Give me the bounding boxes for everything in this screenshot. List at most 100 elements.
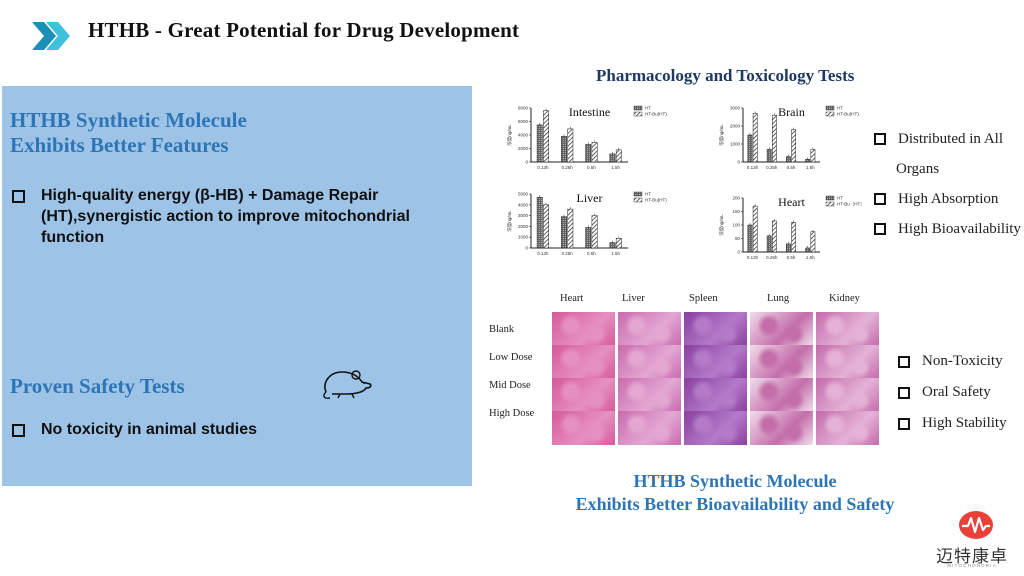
- chart-title: Liver: [577, 191, 603, 205]
- double-chevron-icon: [32, 22, 70, 50]
- energy-repair-bullet: High-quality energy (β-HB) + Damage Repa…: [12, 185, 467, 248]
- y-tick-label: 4000: [518, 202, 529, 207]
- y-tick-label: 100: [732, 223, 740, 228]
- bar-ht-bu: [810, 149, 816, 163]
- bar-ht: [786, 156, 791, 163]
- x-tick-label: 0.13h: [537, 251, 549, 256]
- y-tick-label: 50: [735, 236, 741, 241]
- bar-ht: [536, 124, 543, 163]
- tox-bullet-text: High Stability: [922, 415, 1007, 431]
- col-label-liver: Liver: [622, 293, 645, 304]
- bottom-title-line2: Exhibits Better Bioavailability and Safe…: [575, 494, 895, 514]
- y-tick-label: 2000: [518, 146, 529, 151]
- x-tick-label: 1.5h: [806, 165, 815, 170]
- tox-bullet-text: Non-Toxicity: [922, 353, 1003, 369]
- x-tick-label: 0.25h: [766, 165, 778, 170]
- liver-chart: 浓度ng/mL 0 1000 2000 3000 4000 5000 0.13h 0.25h 0.…: [506, 191, 667, 256]
- pk-bullet-text: High Absorption: [898, 190, 999, 207]
- chart-title: Intestine: [569, 105, 610, 119]
- bar-ht: [585, 144, 592, 163]
- bar-ht-bu: [810, 231, 816, 253]
- legend-label-ht: HT: [645, 192, 651, 197]
- heart-chart: 浓度ng/mL 0 50 100 150 200 0.13h 0.25h 0.5h 1.5h Hea…: [718, 195, 865, 260]
- x-tick-label: 0.25h: [766, 255, 778, 260]
- no-toxicity-text: No toxicity in animal studies: [41, 421, 258, 438]
- y-tick-label: 2000: [730, 124, 741, 129]
- x-tick-label: 1.5h: [806, 255, 815, 260]
- histology-image: [684, 345, 747, 379]
- x-tick-label: 0.25h: [562, 165, 574, 170]
- bar-ht-bu: [791, 129, 797, 163]
- checkbox-icon: [874, 193, 886, 205]
- checkbox-icon: [874, 223, 886, 235]
- bar-ht-bu: [543, 204, 549, 249]
- x-tick-label: 0.13h: [747, 255, 759, 260]
- logo-mark-icon: [959, 511, 993, 539]
- legend-label-ht: HT: [645, 106, 651, 111]
- bar-ht: [536, 196, 543, 249]
- chart-title: Heart: [778, 195, 805, 209]
- bar-ht: [766, 235, 772, 253]
- legend-label-ht-bu: HT-Bu(HT): [645, 112, 667, 117]
- legend-swatch-ht: [825, 105, 835, 111]
- bar-ht: [561, 216, 567, 249]
- histology-image: [816, 378, 879, 412]
- bar-ht-bu: [752, 113, 758, 163]
- company-logo: 迈特康卓 MITOCHONDRIA: [934, 510, 1010, 572]
- x-tick-label: 0.5h: [587, 251, 596, 256]
- y-tick-label: 0: [525, 160, 528, 165]
- bar-ht: [747, 134, 753, 163]
- legend-label-ht-bu: HT-Bu（HT）: [837, 202, 865, 207]
- y-tick-label: 150: [732, 209, 740, 214]
- tox-bullets: Non-Toxicity Oral Safety High Stability: [898, 346, 1007, 439]
- y-tick-label: 8000: [518, 106, 529, 111]
- histology-image: [618, 345, 681, 379]
- mouse-icon: [323, 370, 372, 399]
- pk-bullet-bioavailability: High Bioavailability: [874, 214, 1021, 244]
- col-label-heart: Heart: [560, 293, 584, 304]
- intestine-chart: 浓度ng/mL 0 2000 4000 6000 8000 0.13h 0.25h 0.5h 1.…: [506, 105, 667, 170]
- bar-ht-bu: [791, 222, 797, 253]
- bioavailability-safety-title: HTHB Synthetic Molecule Exhibits Better …: [500, 470, 970, 516]
- histology-image: [618, 411, 681, 445]
- bar-ht: [609, 153, 616, 163]
- no-toxicity-bullet: No toxicity in animal studies: [12, 419, 257, 440]
- x-tick-label: 0.13h: [747, 165, 759, 170]
- bullet-line: (HT),synergistic action to improve mitoc…: [41, 208, 410, 225]
- col-label-kidney: Kidney: [829, 293, 860, 304]
- checkbox-icon: [898, 417, 910, 430]
- bar-ht-bu: [591, 215, 598, 249]
- y-tick-label: 0: [737, 250, 740, 255]
- bar-ht-bu: [772, 220, 777, 253]
- legend-swatch-ht-bu: [633, 111, 643, 117]
- legend-label-ht: HT: [837, 106, 843, 111]
- pk-bullet-organs: Organs: [874, 154, 1021, 184]
- col-label-spleen: Spleen: [689, 293, 718, 304]
- pk-bullet-absorption: High Absorption: [874, 184, 1021, 214]
- bar-ht-bu: [772, 114, 777, 163]
- chart-title: Brain: [778, 105, 805, 119]
- histology-image-grid: [552, 312, 879, 445]
- histology-image: [816, 345, 879, 379]
- y-tick-label: 4000: [518, 133, 529, 138]
- bar-ht: [786, 243, 791, 253]
- y-tick-label: 0: [525, 246, 528, 251]
- histology-image: [750, 312, 813, 346]
- page-title: HTHB - Great Potential for Drug Developm…: [88, 18, 520, 42]
- bar-ht-bu: [591, 142, 598, 163]
- checkbox-icon: [898, 386, 910, 399]
- histology-image: [552, 411, 615, 445]
- legend-swatch-ht: [825, 195, 835, 201]
- checkbox-icon: [12, 190, 25, 203]
- pharmacology-title: Pharmacology and Toxicology Tests: [596, 66, 855, 85]
- bar-ht: [805, 159, 811, 163]
- histology-image: [816, 312, 879, 346]
- histology-image: [552, 312, 615, 346]
- y-tick-label: 5000: [518, 192, 529, 197]
- legend-swatch-ht: [633, 191, 643, 197]
- histology-image: [618, 378, 681, 412]
- x-tick-label: 0.13h: [537, 165, 549, 170]
- y-tick-label: 2000: [518, 224, 529, 229]
- safety-heading: Proven Safety Tests: [10, 374, 185, 398]
- histology-image: [552, 378, 615, 412]
